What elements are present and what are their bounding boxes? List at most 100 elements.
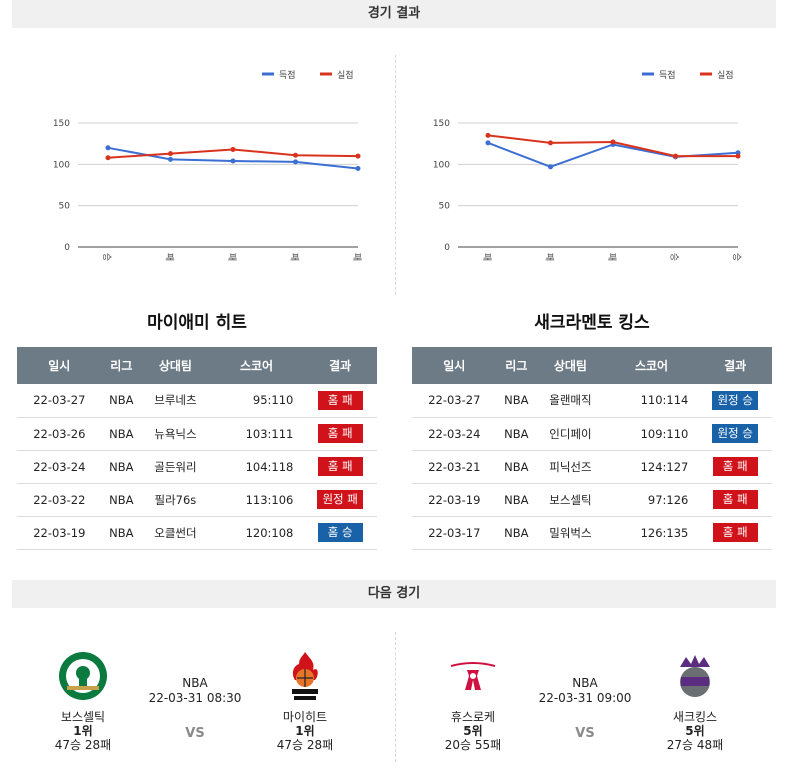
- cell-result: 홈 패: [303, 450, 377, 484]
- home-team[interactable]: 보스셀틱 1위 47승 28패: [18, 640, 148, 752]
- cell-result: 홈 패: [698, 450, 772, 484]
- cell-league: NBA: [496, 516, 537, 550]
- legend-label: 득점: [659, 69, 676, 81]
- data-point: [105, 155, 111, 161]
- y-tick-label: 150: [53, 119, 70, 129]
- cell-date: 22-03-24: [17, 450, 102, 484]
- away-team-record: 47승 28패: [276, 738, 334, 752]
- x-tick-label: 패: [164, 253, 175, 261]
- cell-score: 113:106: [209, 483, 304, 517]
- result-badge: 원정 패: [317, 490, 363, 509]
- cell-date: 22-03-24: [412, 417, 497, 451]
- y-tick-label: 50: [439, 202, 451, 212]
- cell-opponent: 브루네츠: [141, 384, 210, 418]
- col-score-header: 스코어: [209, 347, 304, 384]
- kings-table-body: 22-03-27 NBA 올랜매직 110:114 원정 승 22-03-24 NBA 인디페…: [412, 384, 772, 550]
- next-games-section-header: 다음 경기: [12, 580, 776, 608]
- home-team-name: 휴스로케: [450, 710, 496, 724]
- away-team-name: 마이히트: [282, 710, 328, 724]
- result-badge: 원정 승: [712, 390, 758, 410]
- heat-table-body: 22-03-27 NBA 브루네츠 95:110 홈 패 22-03-26 NBA 뉴욕닉스 1…: [17, 384, 377, 550]
- heat-team-title: 마이애미 히트: [147, 313, 247, 333]
- result-badge: 홈 패: [712, 523, 758, 542]
- col-score-header: 스코어: [604, 347, 699, 384]
- vertical-divider: [395, 55, 396, 295]
- data-point: [548, 164, 553, 170]
- home-team-rank: 1위: [73, 724, 93, 738]
- results-section-header: 경기 결과: [12, 0, 776, 28]
- data-point: [355, 165, 361, 171]
- cell-result: 원정 패: [303, 483, 377, 517]
- home-team-rank: 5위: [463, 724, 483, 738]
- cell-league: NBA: [496, 450, 537, 484]
- result-badge: 홈 패: [712, 457, 758, 476]
- y-tick-label: 50: [59, 202, 71, 212]
- y-tick-label: 0: [444, 243, 450, 253]
- x-tick-label: 승: [669, 253, 680, 261]
- col-date-header: 일시: [412, 347, 497, 384]
- cell-date: 22-03-19: [17, 516, 102, 550]
- table-header-row: 일시 리그 상대팀 스코어 결과: [17, 347, 377, 384]
- result-badge: 홈 패: [317, 424, 363, 443]
- home-team-name: 보스셀틱: [60, 710, 106, 724]
- match-datetime: 22-03-31 09:00: [538, 691, 632, 705]
- data-point: [485, 132, 491, 138]
- cell-result: 홈 승: [303, 516, 377, 550]
- result-badge: 홈 패: [712, 490, 758, 509]
- table-row: 22-03-17 NBA 밀워벅스 126:135 홈 패: [412, 516, 772, 550]
- match-datetime: 22-03-31 08:30: [148, 691, 242, 705]
- cell-date: 22-03-27: [412, 384, 497, 418]
- heat-score-chart: 득점 실점 0 50 100 150 승 패 패 패 패: [30, 55, 390, 275]
- data-point: [355, 153, 361, 159]
- cell-league: NBA: [101, 417, 142, 451]
- cell-league: NBA: [101, 516, 142, 550]
- cell-result: 원정 승: [698, 417, 772, 451]
- cell-opponent: 필라76s: [141, 483, 210, 517]
- x-tick-label: 패: [226, 253, 237, 261]
- kings-chart-svg: 득점 실점 0 50 100 150 패 패 패 승 승: [433, 69, 742, 261]
- x-tick-label: 패: [289, 253, 300, 261]
- kings-recent-games-table: 일시 리그 상대팀 스코어 결과 22-03-27 NBA 올랜매직 110:114 원…: [412, 347, 772, 550]
- vs-label: VS: [185, 726, 205, 741]
- cell-date: 22-03-22: [17, 483, 102, 517]
- away-team[interactable]: 새크킹스 5위 27승 48패: [630, 640, 760, 752]
- data-point: [230, 146, 236, 152]
- table-row: 22-03-24 NBA 인디페이 109:110 원정 승: [412, 417, 772, 451]
- col-league-header: 리그: [101, 347, 142, 384]
- x-tick-label: 패: [481, 253, 492, 261]
- result-badge: 홈 승: [317, 523, 363, 542]
- cell-result: 원정 승: [698, 384, 772, 418]
- cell-league: NBA: [496, 483, 537, 517]
- cell-date: 22-03-27: [17, 384, 102, 418]
- match-league: NBA: [182, 676, 208, 690]
- cell-score: 109:110: [604, 417, 699, 451]
- legend-label: 실점: [337, 69, 354, 81]
- away-team-name: 새크킹스: [672, 710, 718, 724]
- cell-score: 104:118: [209, 450, 304, 484]
- cell-opponent: 오클썬더: [141, 516, 210, 550]
- match-info: NBA 22-03-31 08:30 VS: [130, 676, 260, 741]
- table-row: 22-03-24 NBA 골든워리 104:118 홈 패: [17, 450, 377, 484]
- vertical-divider: [395, 632, 396, 762]
- y-tick-label: 150: [433, 119, 450, 129]
- data-point: [168, 156, 173, 162]
- home-team[interactable]: 휴스로케 5위 20승 55패: [408, 640, 538, 752]
- table-row: 22-03-26 NBA 뉴욕닉스 103:111 홈 패: [17, 417, 377, 451]
- cell-opponent: 인디페이: [536, 417, 605, 451]
- data-point: [293, 152, 298, 158]
- col-result-header: 결과: [698, 347, 772, 384]
- celtics-logo-icon: [55, 648, 111, 704]
- data-point: [735, 153, 741, 159]
- next-match-card[interactable]: 보스셀틱 1위 47승 28패 NBA 22-03-31 08:30 VS 마이…: [10, 640, 390, 765]
- data-point: [673, 153, 678, 159]
- next-match-card[interactable]: 휴스로케 5위 20승 55패 NBA 22-03-31 09:00 VS 새크…: [400, 640, 780, 765]
- result-badge: 원정 승: [712, 424, 758, 443]
- cell-score: 126:135: [604, 516, 699, 550]
- y-tick-label: 0: [64, 243, 70, 253]
- away-team[interactable]: 마이히트 1위 47승 28패: [240, 640, 370, 752]
- data-point: [105, 145, 111, 151]
- rockets-logo-icon: [445, 648, 501, 704]
- col-result-header: 결과: [303, 347, 377, 384]
- cell-league: NBA: [101, 384, 142, 418]
- table-row: 22-03-21 NBA 피닉선즈 124:127 홈 패: [412, 450, 772, 484]
